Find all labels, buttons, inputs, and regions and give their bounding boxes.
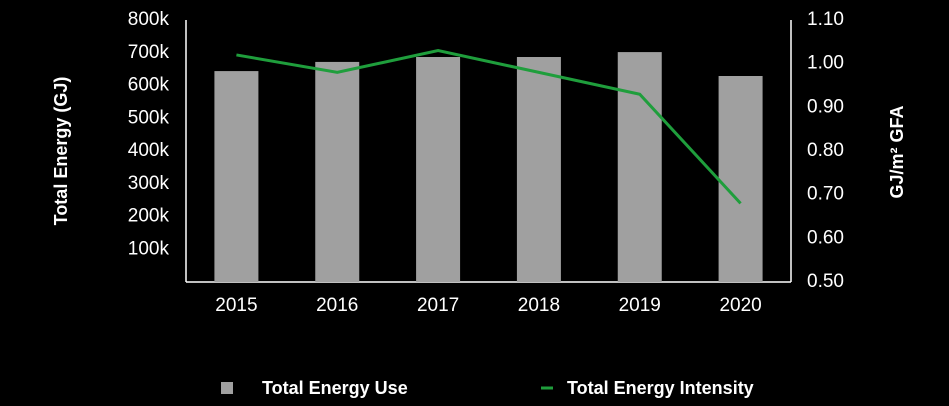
legend-label: Total Energy Use <box>262 378 408 398</box>
x-tick-label: 2016 <box>316 295 358 316</box>
y-tick-label: 800k <box>128 9 170 30</box>
x-tick-label: 2019 <box>619 295 661 316</box>
bar <box>416 57 461 282</box>
line <box>236 49 742 205</box>
y-tick-label: 600k <box>128 75 170 96</box>
y2-tick-label: 0.70 <box>807 184 844 205</box>
y2-tick-label: 0.50 <box>807 271 844 292</box>
bar <box>315 61 360 282</box>
bar <box>617 52 662 282</box>
y-tick-label: 300k <box>128 173 170 194</box>
y2-axis-title: GJ/m² GFA <box>887 105 907 198</box>
y-tick-label: 500k <box>128 107 170 128</box>
y-tick-label: 400k <box>128 140 170 161</box>
bar <box>718 76 763 282</box>
y2-tick-label: 0.80 <box>807 140 844 161</box>
y2-tick-label: 1.00 <box>807 53 844 74</box>
y2-tick-label: 0.60 <box>807 227 844 248</box>
y-tick-label: 200k <box>128 206 170 227</box>
legend-label: Total Energy Intensity <box>567 378 754 398</box>
y-tick-label: 700k <box>128 42 170 63</box>
y2-tick-label: 1.10 <box>807 9 844 30</box>
legend-swatch <box>221 382 233 394</box>
bar <box>516 57 561 282</box>
bar <box>214 71 259 282</box>
y-tick-label: 100k <box>128 238 170 259</box>
x-tick-label: 2015 <box>215 295 257 316</box>
x-tick-label: 2018 <box>518 295 560 316</box>
x-tick-label: 2020 <box>719 295 761 316</box>
y2-tick-label: 0.90 <box>807 96 844 117</box>
x-tick-label: 2017 <box>417 295 459 316</box>
y-axis-title: Total Energy (GJ) <box>51 77 71 226</box>
